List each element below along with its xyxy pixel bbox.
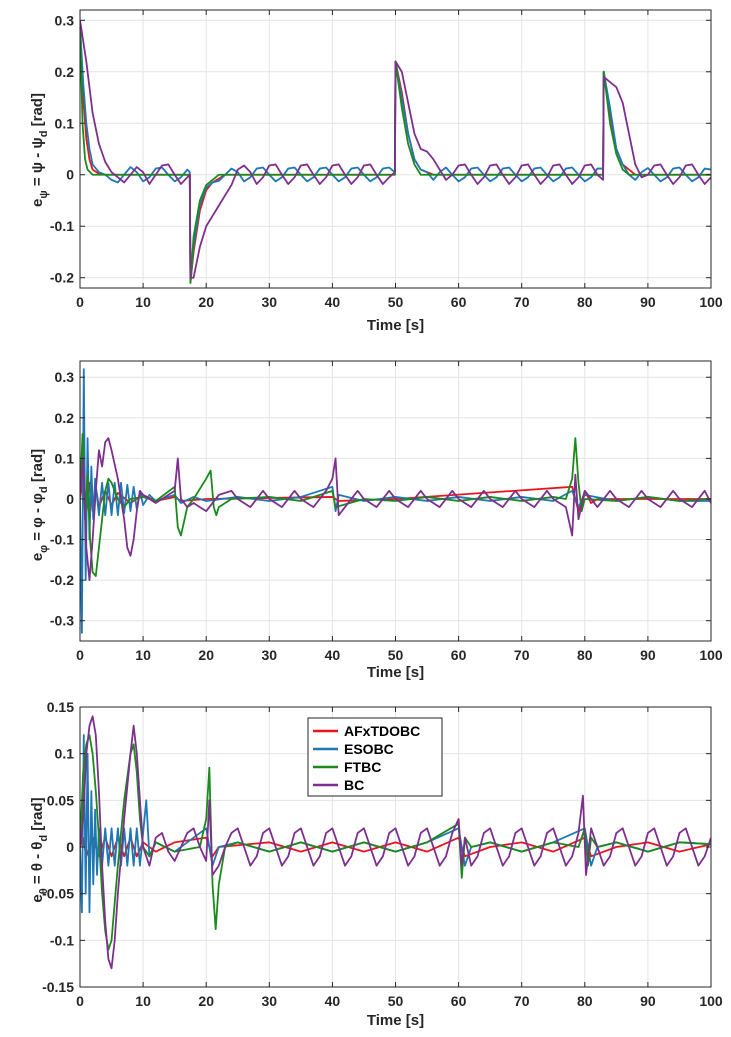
series-line-bc: [80, 437, 711, 582]
x-tick-label: 30: [262, 647, 278, 663]
y-tick-label: -0.05: [42, 886, 74, 902]
x-tick-label: 50: [388, 294, 404, 310]
x-tick-label: 50: [388, 993, 404, 1009]
y-tick-label: -0.2: [50, 572, 74, 588]
x-tick-label: 70: [514, 294, 530, 310]
series-line-bc: [80, 715, 711, 970]
y-tick-label: -0.1: [50, 218, 74, 234]
subplot-2: 0 10 20 30 40 50 60 70 80 90 100 -0.3 -0.2 -0.1 0 0.1 0.…: [29, 360, 723, 681]
y-tick-label: 0: [66, 839, 74, 855]
x-tick-label: 60: [451, 647, 467, 663]
y-tick-label: -0.1: [50, 532, 74, 548]
x-tick-label: 10: [135, 993, 151, 1009]
y-axis-label: eψ = ψ - ψd [rad]: [29, 93, 50, 207]
legend: AFxTDOBC ESOBC FTBC BC: [307, 717, 443, 797]
series-line-bc: [80, 20, 711, 279]
y-tick-label: -0.1: [50, 932, 74, 948]
x-tick-label: 10: [135, 294, 151, 310]
x-tick-label: 80: [577, 993, 593, 1009]
x-tick-label: 30: [262, 294, 278, 310]
x-tick-label: 60: [451, 993, 467, 1009]
x-tick-label: 90: [640, 294, 656, 310]
y-tick-label: 0.2: [55, 64, 75, 80]
x-tick-label: 30: [262, 993, 278, 1009]
x-tick-label: 80: [577, 294, 593, 310]
y-tick-label: 0.3: [55, 369, 75, 385]
x-tick-label: 40: [325, 647, 341, 663]
y-tick-label: -0.3: [50, 613, 74, 629]
x-tick-label: 90: [640, 647, 656, 663]
x-tick-label: 80: [577, 647, 593, 663]
legend-label-bc: BC: [344, 777, 364, 793]
y-tick-label: 0.1: [55, 450, 75, 466]
series-line-ftbc: [80, 433, 711, 577]
x-tick-label: 100: [699, 993, 723, 1009]
y-tick-label: -0.15: [42, 979, 74, 995]
x-tick-label: 60: [451, 294, 467, 310]
x-tick-label: 40: [325, 294, 341, 310]
x-tick-label: 20: [198, 647, 214, 663]
x-axis-label: Time [s]: [367, 664, 424, 681]
x-tick-label: 0: [76, 993, 84, 1009]
x-axis-label: Time [s]: [367, 1012, 424, 1029]
series-line-ftbc: [80, 25, 711, 284]
y-axis-label: eφ = φ - φd [rad]: [29, 449, 50, 561]
x-tick-label: 40: [325, 993, 341, 1009]
legend-label-afxtdobc: AFxTDOBC: [344, 723, 420, 739]
y-tick-label: 0: [66, 491, 74, 507]
legend-label-ftbc: FTBC: [344, 759, 381, 775]
subplot-1: 0 10 20 30 40 50 60 70 80 90 100 -0.2 -0.1 0 0.1 0.2 0.3…: [29, 9, 723, 334]
x-tick-label: 90: [640, 993, 656, 1009]
y-tick-label: 0.1: [55, 746, 75, 762]
y-tick-label: -0.2: [50, 270, 74, 286]
x-tick-label: 70: [514, 993, 530, 1009]
x-axis-label: Time [s]: [367, 317, 424, 334]
x-tick-label: 0: [76, 647, 84, 663]
x-tick-label: 50: [388, 647, 404, 663]
subplot-3: 0 10 20 30 40 50 60 70 80 90 100 -0.15 -0.1 -0.05 0 0.0…: [29, 699, 723, 1029]
y-tick-label: 0.2: [55, 410, 75, 426]
y-tick-label: 0.05: [47, 792, 74, 808]
y-tick-label: 0: [66, 167, 74, 183]
x-tick-label: 20: [198, 993, 214, 1009]
x-tick-label: 10: [135, 647, 151, 663]
y-tick-label: 0.15: [47, 699, 74, 715]
y-axis-label: eθ = θ - θd [rad]: [29, 797, 50, 902]
x-tick-label: 0: [76, 294, 84, 310]
x-tick-label: 70: [514, 647, 530, 663]
legend-label-esobc: ESOBC: [344, 741, 394, 757]
x-tick-label: 100: [699, 647, 723, 663]
x-tick-label: 100: [699, 294, 723, 310]
y-tick-label: 0.3: [55, 12, 75, 28]
y-tick-label: 0.1: [55, 115, 75, 131]
x-tick-label: 20: [198, 294, 214, 310]
